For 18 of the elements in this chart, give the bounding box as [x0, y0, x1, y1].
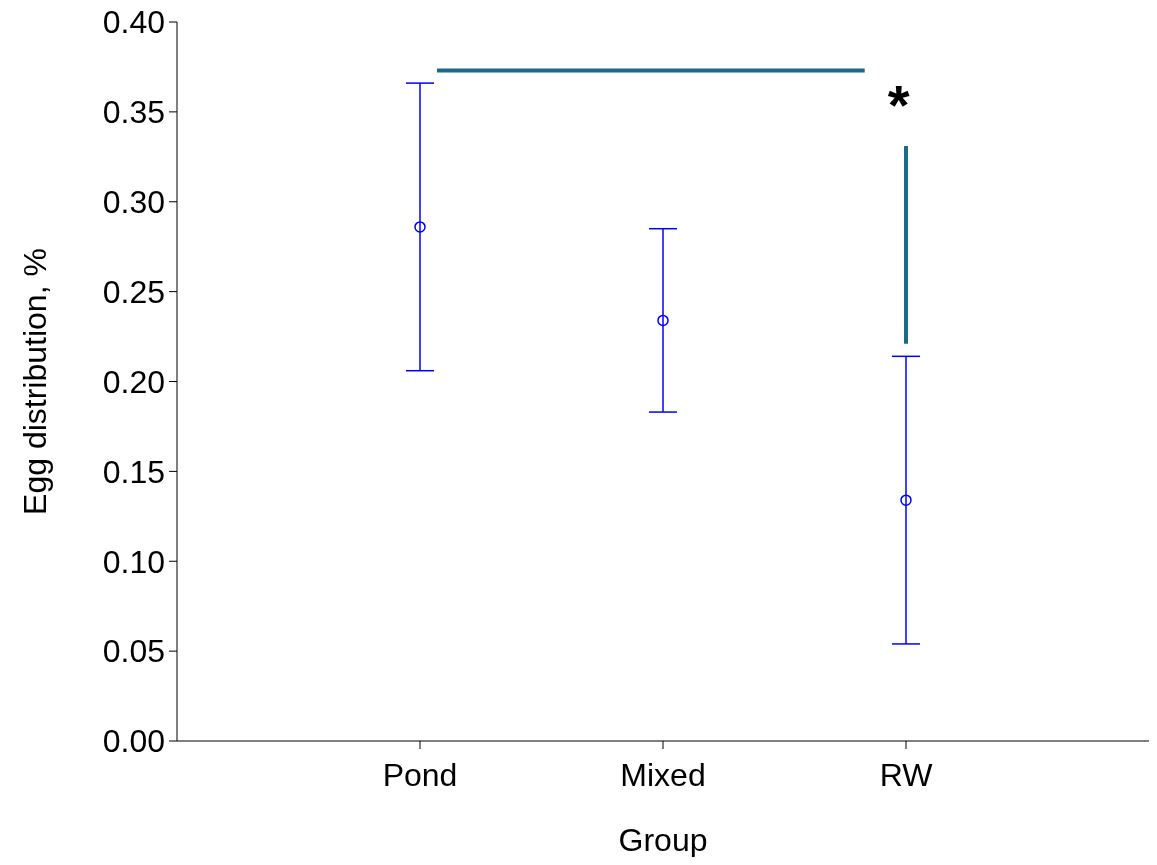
annotation: * — [887, 73, 910, 137]
x-tick-label: RW — [879, 756, 934, 793]
x-tick-label: Mixed — [620, 756, 706, 793]
y-tick-label: 0.25 — [102, 273, 165, 310]
y-tick-label: 0.30 — [102, 184, 165, 221]
x-axis-title: Group — [618, 822, 708, 858]
x-tick-label: Pond — [382, 756, 458, 793]
y-tick-label: 0.40 — [102, 4, 165, 41]
y-tick-label: 0.10 — [102, 543, 165, 580]
y-tick-label: 0.00 — [102, 723, 165, 760]
point — [900, 494, 912, 506]
point — [657, 314, 669, 327]
y-axis-title: Egg distribution, % — [17, 248, 54, 515]
y-tick-label: 0.05 — [102, 633, 165, 670]
y-tick-label: 0.20 — [102, 363, 165, 400]
y-tick-label: 0.15 — [102, 453, 165, 490]
point — [414, 221, 426, 233]
y-tick-label: 0.35 — [102, 94, 165, 131]
